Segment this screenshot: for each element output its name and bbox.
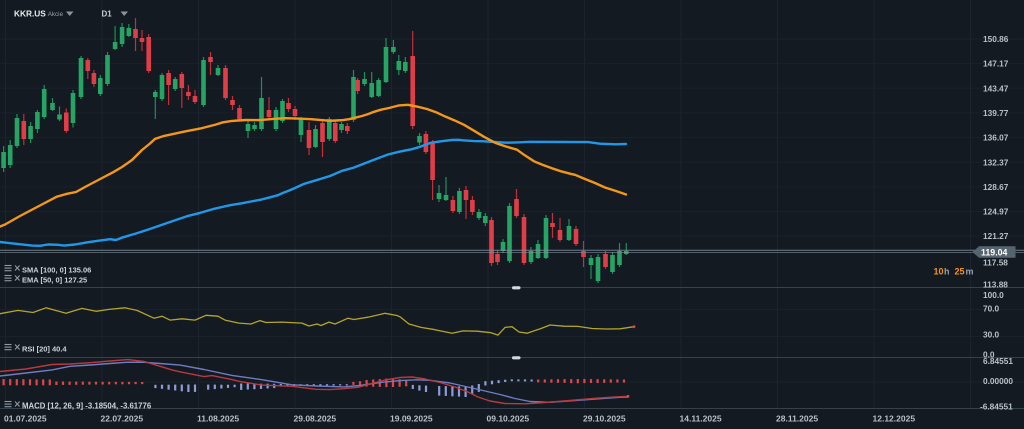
svg-text:29.10.2025: 29.10.2025 [583, 414, 626, 424]
svg-text:124.97: 124.97 [983, 207, 1009, 217]
svg-text:25: 25 [955, 267, 965, 277]
svg-text:119.04: 119.04 [981, 247, 1008, 257]
svg-text:70.0: 70.0 [983, 303, 1000, 313]
svg-text:12.12.2025: 12.12.2025 [873, 414, 916, 424]
svg-text:11.08.2025: 11.08.2025 [197, 414, 239, 424]
svg-text:KKR.US: KKR.US [14, 9, 46, 19]
svg-text:29.08.2025: 29.08.2025 [294, 414, 337, 424]
svg-text:-6.84551: -6.84551 [980, 401, 1013, 411]
svg-text:132.37: 132.37 [983, 157, 1009, 167]
svg-text:139.77: 139.77 [983, 108, 1009, 118]
svg-text:147.17: 147.17 [983, 59, 1009, 69]
svg-text:22.07.2025: 22.07.2025 [101, 414, 144, 424]
svg-text:Akcie: Akcie [48, 11, 64, 18]
svg-text:6.84551: 6.84551 [983, 356, 1013, 366]
svg-text:SMA [100, 0] 135.06: SMA [100, 0] 135.06 [22, 266, 91, 275]
svg-text:01.07.2025: 01.07.2025 [4, 414, 47, 424]
svg-text:121.27: 121.27 [983, 231, 1009, 241]
svg-text:09.10.2025: 09.10.2025 [487, 414, 530, 424]
svg-text:m: m [966, 267, 974, 277]
svg-text:143.47: 143.47 [983, 83, 1009, 93]
svg-text:EMA [50, 0] 127.25: EMA [50, 0] 127.25 [22, 276, 87, 285]
svg-text:150.86: 150.86 [983, 34, 1009, 44]
svg-text:0.0: 0.0 [983, 349, 995, 359]
svg-text:h: h [944, 267, 950, 277]
svg-text:19.09.2025: 19.09.2025 [390, 414, 433, 424]
svg-text:0.00000: 0.00000 [983, 376, 1013, 386]
svg-text:D1: D1 [102, 10, 113, 19]
svg-text:14.11.2025: 14.11.2025 [680, 414, 722, 424]
svg-text:28.11.2025: 28.11.2025 [776, 414, 818, 424]
svg-text:128.67: 128.67 [983, 182, 1009, 192]
svg-text:MACD [12, 26, 9] -3.18504, -3: MACD [12, 26, 9] -3.18504, -3.61776 [22, 402, 152, 411]
svg-text:RSI [20] 40.4: RSI [20] 40.4 [22, 345, 67, 354]
svg-text:136.07: 136.07 [983, 133, 1009, 143]
svg-text:117.58: 117.58 [983, 257, 1008, 267]
svg-text:113.88: 113.88 [983, 279, 1008, 289]
svg-text:30.0: 30.0 [983, 329, 1000, 339]
svg-text:100.0: 100.0 [983, 290, 1004, 300]
svg-text:10: 10 [934, 267, 944, 277]
